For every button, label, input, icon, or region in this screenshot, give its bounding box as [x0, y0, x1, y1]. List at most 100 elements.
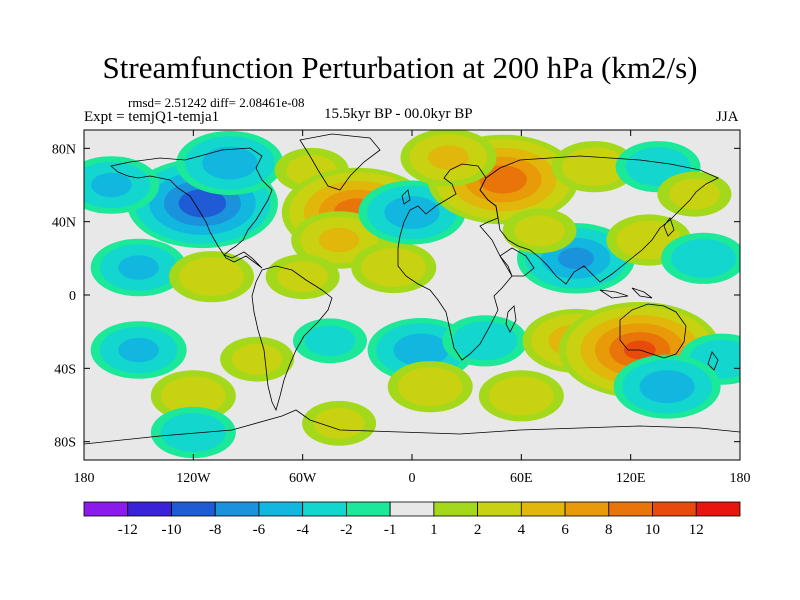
colorbar-label: 8 — [605, 522, 613, 538]
anomaly-blob — [478, 370, 564, 422]
anomaly-blob — [351, 241, 437, 294]
colorbar-box — [652, 501, 697, 517]
y-tick-label: 40N — [52, 216, 76, 231]
x-tick-label: 180 — [74, 471, 95, 486]
anomaly-blob — [291, 211, 388, 269]
anomaly-contour — [318, 227, 360, 253]
coast-uk — [401, 189, 411, 205]
colorbar-label: 12 — [689, 522, 704, 538]
y-tick-label: 0 — [69, 289, 76, 304]
anomaly-contour — [488, 376, 554, 416]
anomaly-blob — [150, 370, 236, 422]
colorbar-box — [520, 501, 566, 517]
y-tick-label: 40S — [54, 362, 76, 377]
colorbar-box — [258, 501, 304, 517]
anomaly-blob — [265, 254, 340, 300]
anomaly-contour — [514, 215, 565, 247]
anomaly-contour — [671, 238, 736, 278]
x-tick-label: 60E — [510, 471, 533, 486]
anomaly-blob — [400, 130, 497, 187]
colorbar-box — [302, 501, 347, 517]
anomaly-blob — [302, 400, 377, 446]
colorbar-label: -4 — [296, 522, 309, 538]
anomaly-blob — [442, 315, 528, 367]
coast-antarctica — [84, 409, 740, 445]
anomaly-contour — [160, 376, 226, 416]
coast-new-zealand — [707, 351, 719, 371]
anomaly-blob — [220, 336, 295, 382]
colorbar-box — [171, 501, 216, 517]
experiment-label: Expt = temjQ1-temja1 — [84, 109, 220, 125]
anomaly-contour — [639, 370, 695, 404]
colorbar-label: 1 — [430, 522, 438, 538]
colorbar-box — [477, 501, 522, 517]
stats-label: rmsd= 2.51242 diff= 2.08461e-08 — [128, 95, 305, 110]
coast-indonesia — [599, 287, 653, 299]
anomaly-contour — [313, 407, 365, 439]
anomaly-blob — [293, 318, 367, 364]
anomaly-blob — [84, 156, 160, 214]
period-label: 15.5kyr BP - 00.0kyr BP — [324, 106, 473, 122]
anomaly-contour — [384, 196, 440, 229]
anomaly-contour — [393, 333, 449, 367]
anomaly-contour — [479, 165, 527, 194]
coastlines — [84, 133, 740, 445]
x-tick-label: 180 — [730, 471, 751, 486]
coast-madagascar — [505, 305, 517, 333]
colorbar-label: 4 — [518, 522, 526, 538]
coast-australia — [619, 303, 687, 359]
anomaly-contour — [452, 321, 518, 361]
anomaly-contour — [91, 172, 132, 198]
anomaly-blob — [551, 141, 637, 193]
colorbar-box — [345, 501, 391, 517]
colorbar-label: 10 — [645, 522, 660, 538]
anomaly-contour — [202, 146, 258, 180]
colorbar-box — [214, 501, 260, 517]
coast-south-america — [251, 265, 333, 412]
anomaly-contour — [179, 257, 244, 297]
coast-arabia — [499, 247, 535, 277]
anomaly-contour — [361, 248, 427, 287]
anomaly-contour — [397, 367, 463, 407]
colorbar-label: -8 — [209, 522, 222, 538]
x-tick-label: 120W — [176, 471, 211, 486]
x-tick-label: 0 — [409, 471, 416, 486]
anomaly-blob — [169, 251, 255, 303]
colorbar-label: 6 — [561, 522, 569, 538]
coast-asia — [479, 155, 719, 285]
anomaly-contour — [160, 413, 226, 452]
anomaly-contour — [558, 247, 594, 270]
anomaly-contour — [561, 147, 627, 187]
chart-title: Streamfunction Perturbation at 200 hPa (… — [102, 50, 698, 85]
anomaly-contour — [304, 325, 356, 357]
colorbar-box — [695, 501, 741, 517]
x-tick-label: 60W — [289, 471, 317, 486]
colorbar-label: -2 — [340, 522, 353, 538]
colorbar-box — [83, 501, 129, 517]
coast-greenland — [299, 133, 381, 191]
colorbar-label: -10 — [161, 522, 181, 538]
coast-north-america — [110, 147, 273, 269]
anomaly-contour — [231, 343, 283, 375]
anomaly-contour — [118, 337, 159, 363]
season-label: JJA — [716, 109, 739, 125]
coast-japan — [663, 217, 675, 237]
anomaly-blob — [387, 361, 473, 413]
x-tick-label: 120E — [616, 471, 646, 486]
colorbar-label: -6 — [253, 522, 266, 538]
anomaly-blob — [502, 208, 577, 254]
colorbar: -12 -10 -8 -6 -4 -2 -1 1 2 4 6 8 10 12 — [83, 501, 741, 538]
axes: 180 120W 60W 0 60E 120E 180 80N 40N 0 40S 80S — [52, 130, 751, 486]
colorbar-box — [564, 501, 610, 517]
anomaly-blob — [661, 232, 740, 284]
anomaly-blob — [613, 354, 721, 419]
anomaly-blob — [90, 321, 187, 379]
y-tick-label: 80S — [54, 436, 76, 451]
coast-europe-africa — [397, 163, 513, 361]
anomaly-contour — [428, 145, 469, 170]
anomaly-blob — [90, 238, 187, 297]
anomaly-contour — [118, 255, 159, 280]
y-tick-label: 80N — [52, 142, 76, 157]
anomaly-contour — [277, 261, 329, 293]
